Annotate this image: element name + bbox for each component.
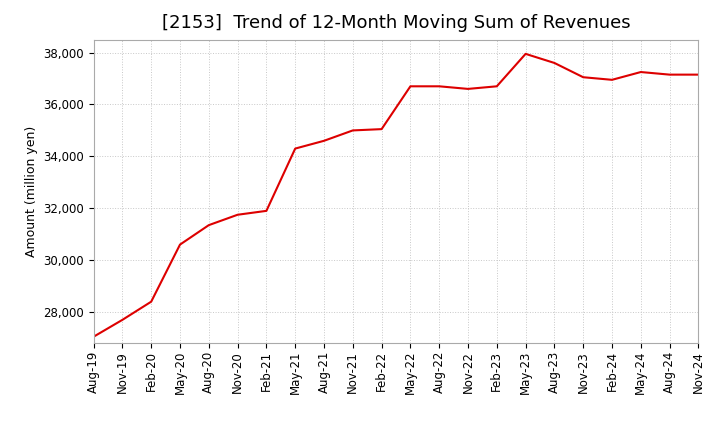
Y-axis label: Amount (million yen): Amount (million yen) <box>24 126 37 257</box>
Title: [2153]  Trend of 12-Month Moving Sum of Revenues: [2153] Trend of 12-Month Moving Sum of R… <box>162 15 630 33</box>
